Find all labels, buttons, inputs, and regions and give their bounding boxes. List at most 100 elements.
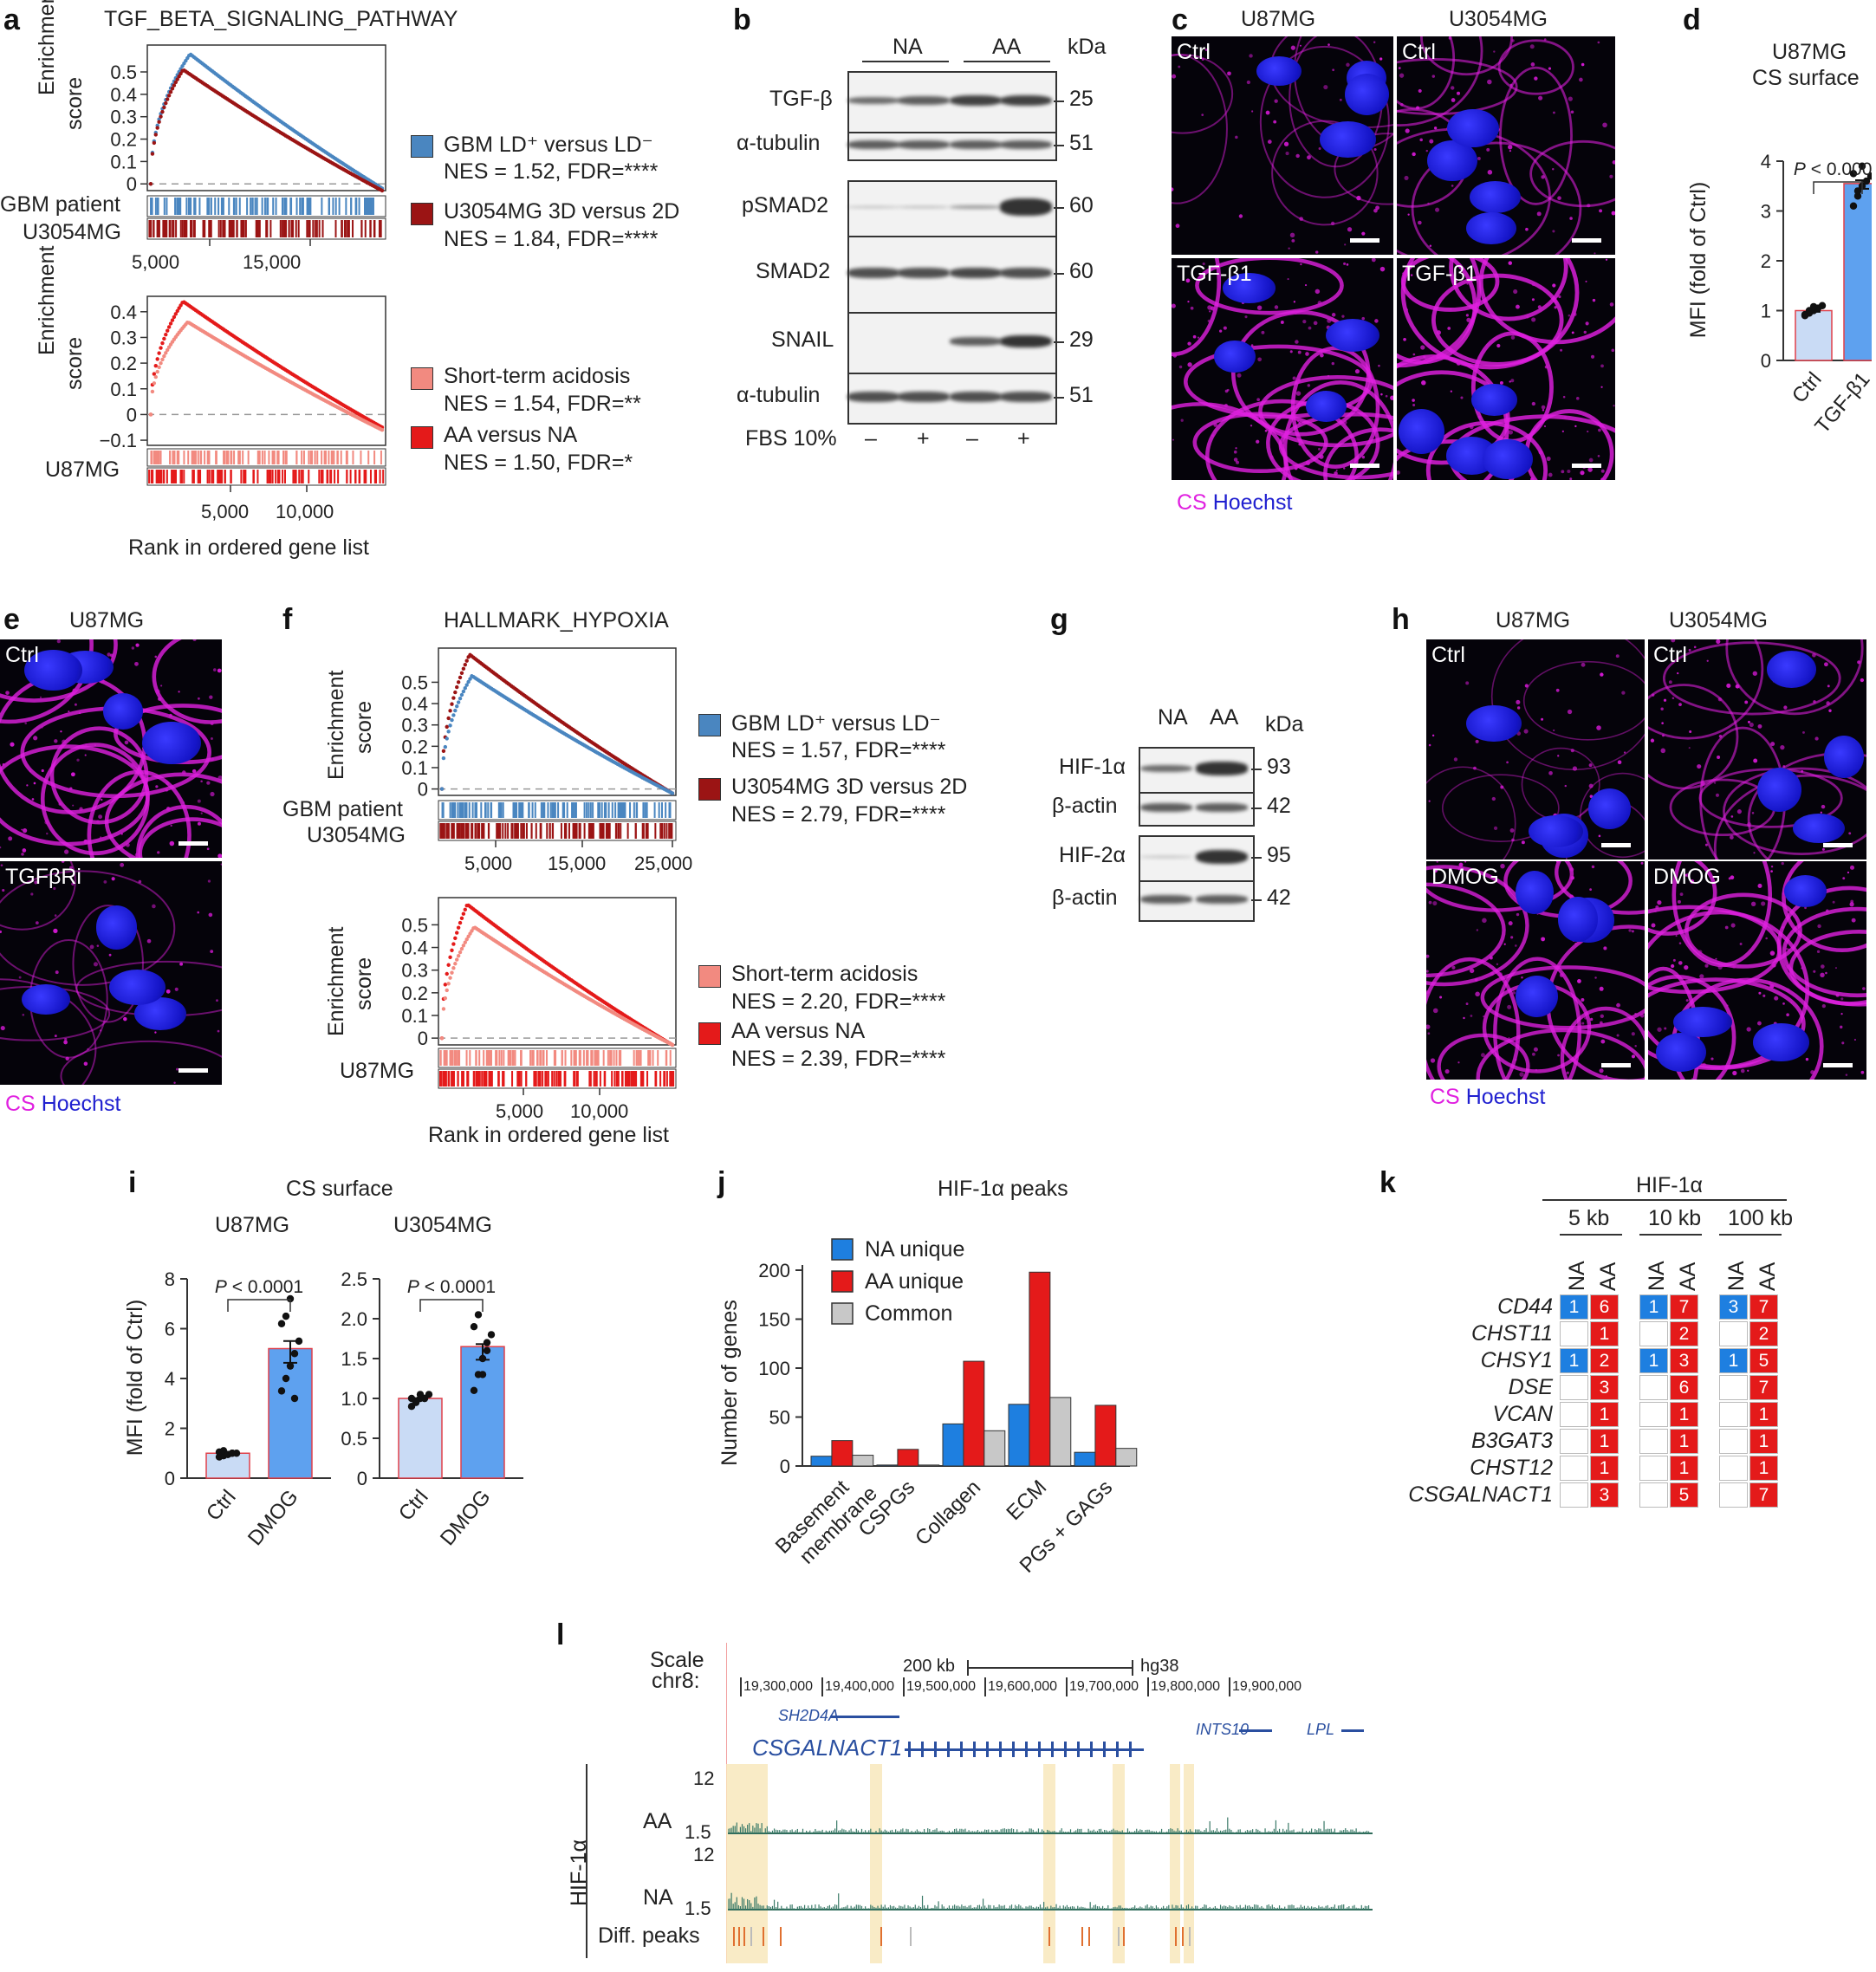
panel-h-u87-dmog-speckle <box>1432 1008 1438 1014</box>
panel-c-u3054-ctrl-membrane <box>1411 141 1582 255</box>
panel-e-ctrl-speckle <box>69 787 73 790</box>
panel-h-u3054-dmog-speckle <box>1845 1074 1848 1076</box>
panel-f-bot-curve0-pt <box>453 936 458 941</box>
panel-j-bar-4-0 <box>1074 1451 1096 1467</box>
panel-f-top-curve0-pt <box>453 690 458 695</box>
panel-g-row-1-kda: 42 <box>1267 794 1291 818</box>
panel-f-legend-entry-2-line2: NES = 2.20, FDR=**** <box>731 989 946 1014</box>
panel-l-coord-4: 19,700,000 <box>1069 1679 1139 1694</box>
panel-j-xlabel-3: ECM <box>1002 1476 1051 1525</box>
panel-h-u87-dmog-speckle <box>1605 1075 1607 1078</box>
panel-a-top-curve1-pt <box>166 94 172 98</box>
panel-c-u87-ctrl-speckle <box>1373 41 1376 43</box>
panel-f-bot-curve1-pt <box>670 1042 675 1048</box>
panel-e-tgfbri-speckle <box>96 944 100 947</box>
panel-c-u87-tgf-speckle <box>1178 365 1183 369</box>
panel-h-u87-dmog-speckle <box>1494 1035 1498 1039</box>
panel-h-u3054-dmog-speckle <box>1675 935 1678 937</box>
panel-e-stain: CS Hoechst <box>5 1092 121 1116</box>
panel-c-u3054-ctrl-speckle <box>1568 96 1573 101</box>
panel-h-u3054-dmog-speckle <box>1816 950 1821 953</box>
panel-h-u87-ctrl-speckle <box>1524 684 1529 688</box>
panel-l-gene-1-exon <box>973 1742 976 1757</box>
panel-i-u87-point-1 <box>277 1387 286 1395</box>
panel-f-top-curve1-pt <box>453 708 458 713</box>
panel-h-u3054-dmog-speckle <box>1804 906 1807 910</box>
panel-e-tgfbri-scale-bar <box>179 1068 208 1073</box>
panel-j-bar-0-1 <box>831 1440 854 1467</box>
panel-j-bar-0-2 <box>852 1455 874 1467</box>
panel-e-ctrl-speckle <box>206 781 211 785</box>
panel-a-bot-ytick-label-4: 0 <box>127 404 137 425</box>
panel-e-ctrl-speckle <box>10 742 15 747</box>
panel-c-u3054-ctrl-speckle <box>1434 207 1440 212</box>
panel-j-bar-1-2 <box>918 1464 940 1467</box>
panel-a-bot-ytick-label-5: −0.1 <box>100 430 137 451</box>
panel-c-u3054-ctrl-speckle <box>1569 217 1573 220</box>
panel-h-u3054-ctrl-speckle <box>1826 701 1830 705</box>
panel-e-ctrl-image: Ctrl <box>0 639 222 858</box>
panel-h-u87-ctrl-speckle <box>1555 688 1560 692</box>
panel-f-top-ytick-label-2: 0.3 <box>401 715 428 736</box>
panel-h-u3054-ctrl-speckle <box>1827 684 1830 688</box>
panel-c-u87-tgf-speckle <box>1331 361 1334 366</box>
panel-c-u3054-tgf-speckle <box>1453 279 1457 283</box>
panel-h-u3054-dmog-speckle <box>1720 1065 1725 1071</box>
panel-g-row-3-kda: 42 <box>1267 885 1291 910</box>
panel-i-u3054-point-1 <box>483 1346 491 1354</box>
panel-e-ctrl-speckle <box>76 758 80 762</box>
panel-c-u87-tgf-speckle <box>1209 310 1211 313</box>
panel-c-u3054-tgf-speckle <box>1580 470 1585 476</box>
panel-c-u87-tgf-speckle <box>1327 318 1332 323</box>
panel-a-top-curve1-pt <box>177 75 181 79</box>
panel-k-window-line-0 <box>1560 1234 1622 1236</box>
panel-k-cell-2-NA-0: 3 <box>1719 1294 1748 1320</box>
panel-h-u3054-dmog-speckle <box>1813 970 1816 973</box>
panel-h-u87-dmog-speckle <box>1631 1032 1635 1036</box>
panel-h-u3054-ctrl-speckle <box>1730 835 1734 840</box>
panel-c-u3054-ctrl-speckle <box>1508 145 1513 150</box>
panel-h-u87-dmog-speckle <box>1559 973 1564 977</box>
panel-e-ctrl-speckle <box>206 847 210 851</box>
panel-h-u87-dmog-membrane <box>1480 965 1645 1030</box>
panel-e-tgfbri-speckle <box>63 1040 68 1045</box>
panel-l-gene-1-exon <box>921 1742 924 1757</box>
panel-g-row-2-band-1 <box>1196 849 1248 865</box>
panel-c-stain: CS Hoechst <box>1177 490 1293 515</box>
panel-a-legend-entry-1-line2: NES = 1.84, FDR=**** <box>444 227 659 251</box>
panel-h-u87-ctrl-speckle <box>1581 662 1586 667</box>
panel-b-row-4-kda: 29 <box>1069 328 1094 352</box>
panel-d-ytick-label-4: 0 <box>1761 350 1771 372</box>
panel-c-u87-ctrl-speckle <box>1346 62 1350 68</box>
panel-h-u3054-ctrl-speckle <box>1704 843 1708 847</box>
panel-d-point-0 <box>1809 302 1818 311</box>
panel-a-bot-curve1-pt <box>164 351 168 355</box>
panel-l-side-line <box>586 1764 587 1958</box>
panel-l-coord-tick-1 <box>821 1677 823 1696</box>
panel-i-u87-ytick-label-1: 6 <box>165 1319 175 1340</box>
panel-c-u87-tgf-speckle <box>1172 438 1174 441</box>
panel-h-u3054-dmog-speckle <box>1762 994 1766 997</box>
panel-c-u3054-tgf-speckle <box>1397 470 1400 475</box>
panel-h-u87-dmog-speckle <box>1640 861 1644 865</box>
panel-c-u3054-ctrl-speckle <box>1407 213 1410 216</box>
panel-g-row-1-tick <box>1251 808 1262 809</box>
panel-h-u3054-ctrl-speckle <box>1700 781 1705 786</box>
panel-h-u3054-ctrl-speckle <box>1663 698 1667 702</box>
panel-h-u87-dmog-speckle <box>1616 1002 1620 1008</box>
panel-a-top-ytick-label-5: 0 <box>127 173 137 195</box>
panel-f-bot-curve0-pt <box>455 931 459 935</box>
panel-c-u3054-ctrl-speckle <box>1525 227 1529 231</box>
panel-e-ctrl-nucleus <box>103 693 144 730</box>
panel-h-u3054-dmog-speckle <box>1786 947 1788 950</box>
panel-l-coord-5: 19,800,000 <box>1151 1679 1221 1694</box>
panel-c-u3054-tgf-speckle <box>1575 397 1580 400</box>
panel-h-u3054-ctrl-speckle <box>1820 811 1822 814</box>
panel-e-ctrl-speckle <box>72 688 77 693</box>
panel-l-scale-tick-r <box>1132 1660 1133 1676</box>
panel-d-point-1 <box>1853 187 1862 195</box>
panel-h-u3054-dmog-membrane <box>1782 906 1866 998</box>
panel-e-ctrl-speckle <box>46 782 49 785</box>
panel-c-u87-tgf-speckle <box>1172 354 1178 358</box>
panel-h-u3054-dmog-speckle <box>1654 910 1657 912</box>
